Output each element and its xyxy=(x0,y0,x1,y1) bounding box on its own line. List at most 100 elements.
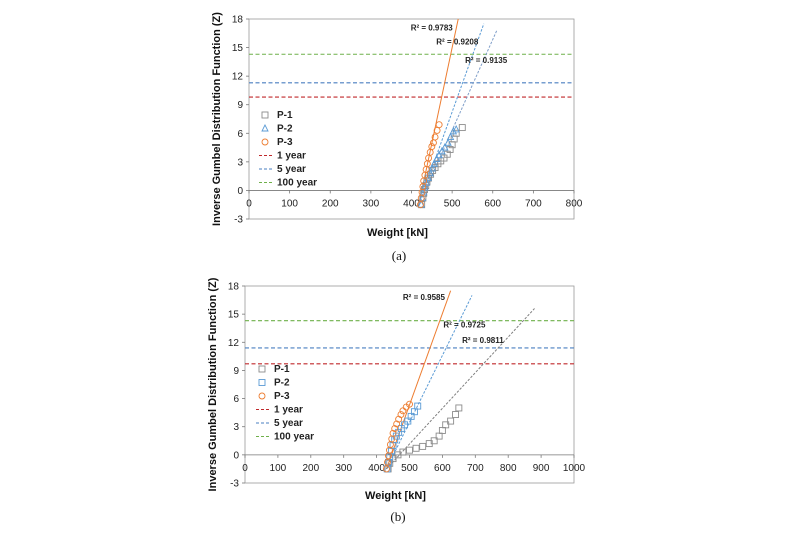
r-squared-label: R² = 0.9811 xyxy=(462,336,504,345)
y-tick-label: 12 xyxy=(228,338,240,349)
data-point xyxy=(435,121,443,129)
x-tick-label: 100 xyxy=(270,463,287,474)
y-tick-label: 6 xyxy=(237,129,243,140)
legend-entry: P-2 xyxy=(274,378,290,389)
data-point xyxy=(435,150,443,159)
data-point xyxy=(429,139,437,147)
legend-marker xyxy=(258,379,266,386)
x-tick-label: 100 xyxy=(281,198,298,209)
r-squared-label: R² = 0.9725 xyxy=(443,320,486,329)
data-point xyxy=(444,138,452,146)
data-point xyxy=(458,124,466,132)
y-axis-label: Inverse Gumbel Distribution Function (Z) xyxy=(211,12,223,226)
panel-caption: (a) xyxy=(392,248,406,263)
r-squared-label: R² = 0.9208 xyxy=(436,38,479,47)
y-tick-label: 6 xyxy=(233,394,239,405)
x-tick-label: 0 xyxy=(242,463,248,474)
legend: P-1 P-2 P-3 1 year 5 year 100 year xyxy=(256,364,314,443)
legend-entry: P-1 xyxy=(277,110,293,121)
data-point xyxy=(447,417,455,425)
data-point xyxy=(455,404,463,412)
data-point xyxy=(391,436,399,444)
y-tick-label: 0 xyxy=(237,186,243,197)
data-point xyxy=(428,164,436,172)
y-tick-label: 9 xyxy=(233,366,239,377)
data-point xyxy=(406,446,413,454)
x-tick-label: 400 xyxy=(368,463,385,474)
data-point xyxy=(426,168,434,177)
y-axis-label: Inverse Gumbel Distribution Function (Z) xyxy=(207,277,219,491)
data-point xyxy=(430,159,438,167)
series-P-1 xyxy=(384,404,463,473)
r-squared-label: R² = 0.9585 xyxy=(403,293,446,302)
legend: P-1 P-2 P-3 1 year 5 year 100 year xyxy=(259,110,317,189)
legend-entry: 1 year xyxy=(277,151,306,162)
data-point xyxy=(441,143,449,151)
data-point xyxy=(414,402,422,410)
legend-entry: 100 year xyxy=(277,178,317,189)
data-point xyxy=(442,421,450,429)
x-tick-label: 700 xyxy=(525,198,542,209)
legend-entry: P-2 xyxy=(277,124,293,135)
x-axis-label: Weight [kN] xyxy=(365,490,426,502)
plot-frame xyxy=(244,285,575,484)
y-tick-label: 18 xyxy=(228,282,240,293)
x-tick-label: 1000 xyxy=(563,463,586,474)
x-tick-label: 200 xyxy=(322,198,339,209)
y-tick-label: 3 xyxy=(233,422,239,433)
y-tick-label: 12 xyxy=(232,72,244,83)
x-tick-label: 500 xyxy=(401,463,418,474)
r-squared-label: R² = 0.9135 xyxy=(465,56,508,65)
data-point xyxy=(428,143,436,151)
y-tick-label: -3 xyxy=(234,215,243,226)
x-tick-label: 600 xyxy=(484,198,501,209)
data-point xyxy=(393,420,401,428)
x-tick-label: 300 xyxy=(335,463,352,474)
legend-marker xyxy=(258,392,266,400)
data-point xyxy=(412,444,420,452)
data-point xyxy=(384,458,391,466)
r-squared-label: R² = 0.9783 xyxy=(411,23,454,32)
y-tick-label: -3 xyxy=(230,479,239,490)
legend-entry: P-3 xyxy=(277,137,293,148)
series-P-3 xyxy=(416,121,443,209)
legend-entry: 5 year xyxy=(274,418,303,429)
y-tick-label: 15 xyxy=(232,43,244,54)
data-point xyxy=(438,146,446,155)
data-point xyxy=(449,126,458,135)
series-P-2 xyxy=(383,402,422,473)
data-point xyxy=(452,129,460,137)
x-tick-label: 400 xyxy=(403,198,420,209)
legend-marker xyxy=(258,365,266,373)
panel-caption: (b) xyxy=(390,509,405,524)
legend-marker xyxy=(261,123,269,132)
x-tick-label: 600 xyxy=(434,463,451,474)
trendline xyxy=(418,23,485,205)
legend-entry: 100 year xyxy=(274,432,314,443)
y-tick-label: 9 xyxy=(237,100,243,111)
data-point xyxy=(421,183,429,191)
x-tick-label: 700 xyxy=(467,463,484,474)
y-tick-label: 0 xyxy=(233,450,239,461)
data-point xyxy=(406,400,413,408)
data-point xyxy=(419,442,427,450)
x-tick-label: 900 xyxy=(533,463,550,474)
data-point xyxy=(389,429,397,437)
legend-marker xyxy=(261,138,269,146)
data-point xyxy=(422,178,431,186)
data-point xyxy=(452,411,460,418)
trendline xyxy=(386,308,535,470)
trendline xyxy=(418,18,459,205)
x-tick-label: 0 xyxy=(246,198,252,209)
plot-frame xyxy=(248,18,575,220)
x-axis-label: Weight [kN] xyxy=(367,227,428,239)
legend-entry: P-1 xyxy=(274,364,290,375)
x-tick-label: 300 xyxy=(363,198,380,209)
data-point xyxy=(399,448,407,456)
y-tick-label: 18 xyxy=(232,15,244,26)
y-tick-label: 3 xyxy=(237,157,243,168)
x-tick-label: 200 xyxy=(302,463,319,474)
